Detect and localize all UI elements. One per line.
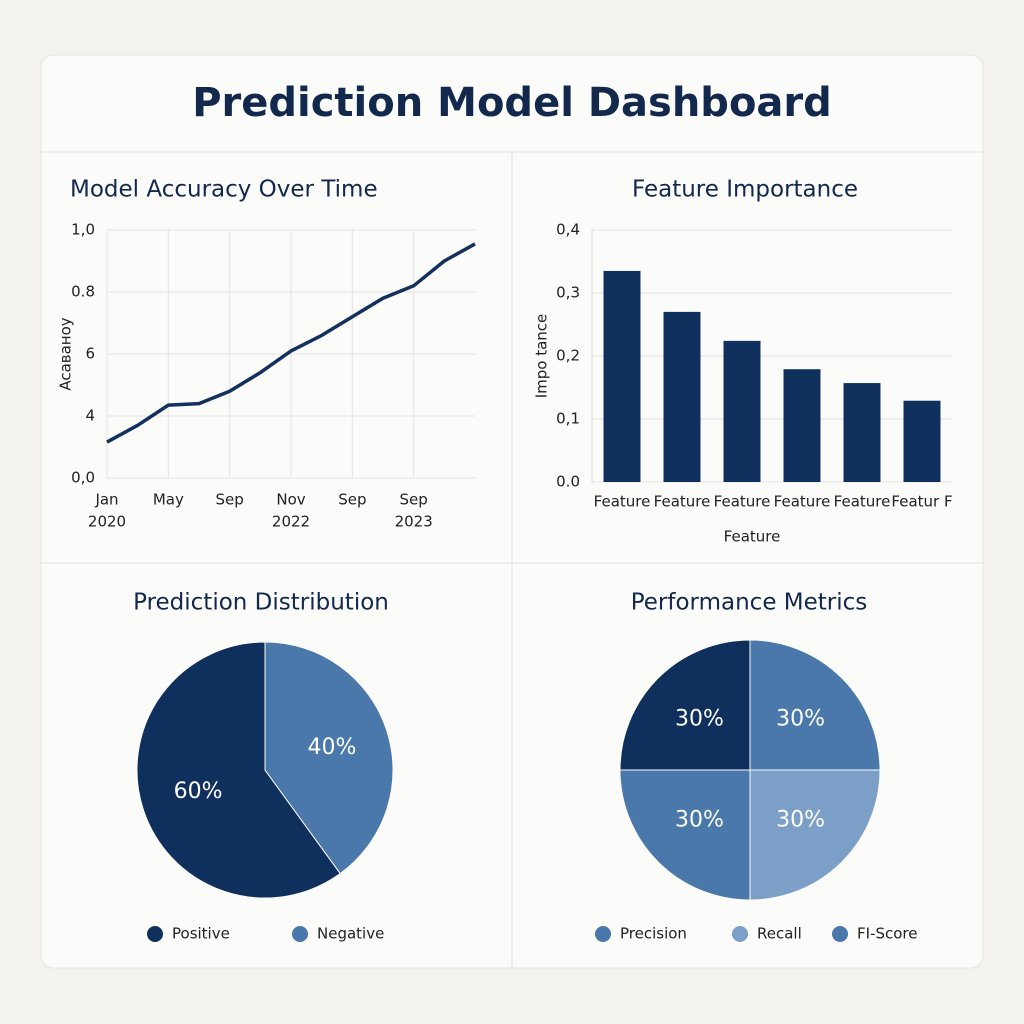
slice-label: 30% <box>776 808 825 833</box>
y-tick-label: 0.8 <box>71 283 95 301</box>
x-tick-label: Feature <box>594 493 651 511</box>
legend-marker <box>732 926 748 942</box>
bar <box>783 369 821 482</box>
bar <box>903 400 941 482</box>
dashboard-title: Prediction Model Dashboard <box>192 80 832 126</box>
slice-label: 30% <box>675 808 724 833</box>
pie-slice <box>619 769 751 901</box>
y-tick-label: 0,3 <box>556 284 580 302</box>
x-tick-label: Feature <box>714 493 771 511</box>
legend-label: Recall <box>757 925 802 943</box>
slice-label: 40% <box>308 735 357 760</box>
x-axis-label: Feature <box>724 528 781 546</box>
x-tick-label: Feature <box>834 493 891 511</box>
chart-title: Performance Metrics <box>631 590 868 616</box>
legend-marker <box>147 926 163 942</box>
y-axis-label: Impo tance <box>533 314 551 399</box>
accuracy-line <box>106 242 476 444</box>
y-tick-label: 0,4 <box>556 221 580 239</box>
y-tick-label: 0,0 <box>71 469 95 487</box>
slice-label: 30% <box>675 706 724 731</box>
legend-label: Positive <box>172 925 230 943</box>
x-tick-year: 2022 <box>272 513 310 531</box>
y-tick-label: 1,0 <box>71 221 95 239</box>
x-tick-label: Sep <box>400 491 428 509</box>
legend-marker <box>832 926 848 942</box>
slice-label: 30% <box>776 706 825 731</box>
y-tick-label: 0.0 <box>556 473 580 491</box>
pie-slice <box>136 641 341 899</box>
x-tick-label: Sep <box>338 491 366 509</box>
legend-label: Negative <box>317 925 384 943</box>
legend-label: Precision <box>620 925 687 943</box>
y-axis-label: Acaвaнoy <box>57 317 75 390</box>
x-tick-label: Jan <box>94 491 118 509</box>
legend-marker <box>595 926 611 942</box>
x-tick-label: Featur F <box>891 493 952 511</box>
chart-title: Feature Importance <box>632 177 858 203</box>
bar <box>843 383 881 482</box>
x-tick-year: 2020 <box>88 513 126 531</box>
slice-label: 60% <box>174 779 223 804</box>
chart-title: Prediction Distribution <box>133 590 389 616</box>
x-tick-label: Sep <box>216 491 244 509</box>
x-tick-label: Feature <box>774 493 831 511</box>
bar <box>723 340 761 482</box>
bar <box>603 270 641 482</box>
y-tick-label: 4 <box>85 407 95 425</box>
y-tick-label: 6 <box>85 345 95 363</box>
y-tick-label: 0,2 <box>556 347 580 365</box>
x-tick-label: Nov <box>276 491 305 509</box>
legend-label: FI-Score <box>857 925 917 943</box>
x-tick-year: 2023 <box>395 513 433 531</box>
pie-slice <box>749 639 881 771</box>
pie-slice <box>619 639 751 771</box>
pie-slice <box>264 641 394 875</box>
chart-title: Model Accuracy Over Time <box>70 177 378 203</box>
y-tick-label: 0,1 <box>556 410 580 428</box>
legend-marker <box>292 926 308 942</box>
pie-slice <box>749 769 881 901</box>
x-tick-label: May <box>153 491 184 509</box>
x-tick-label: Feature <box>654 493 711 511</box>
bar <box>663 311 701 482</box>
